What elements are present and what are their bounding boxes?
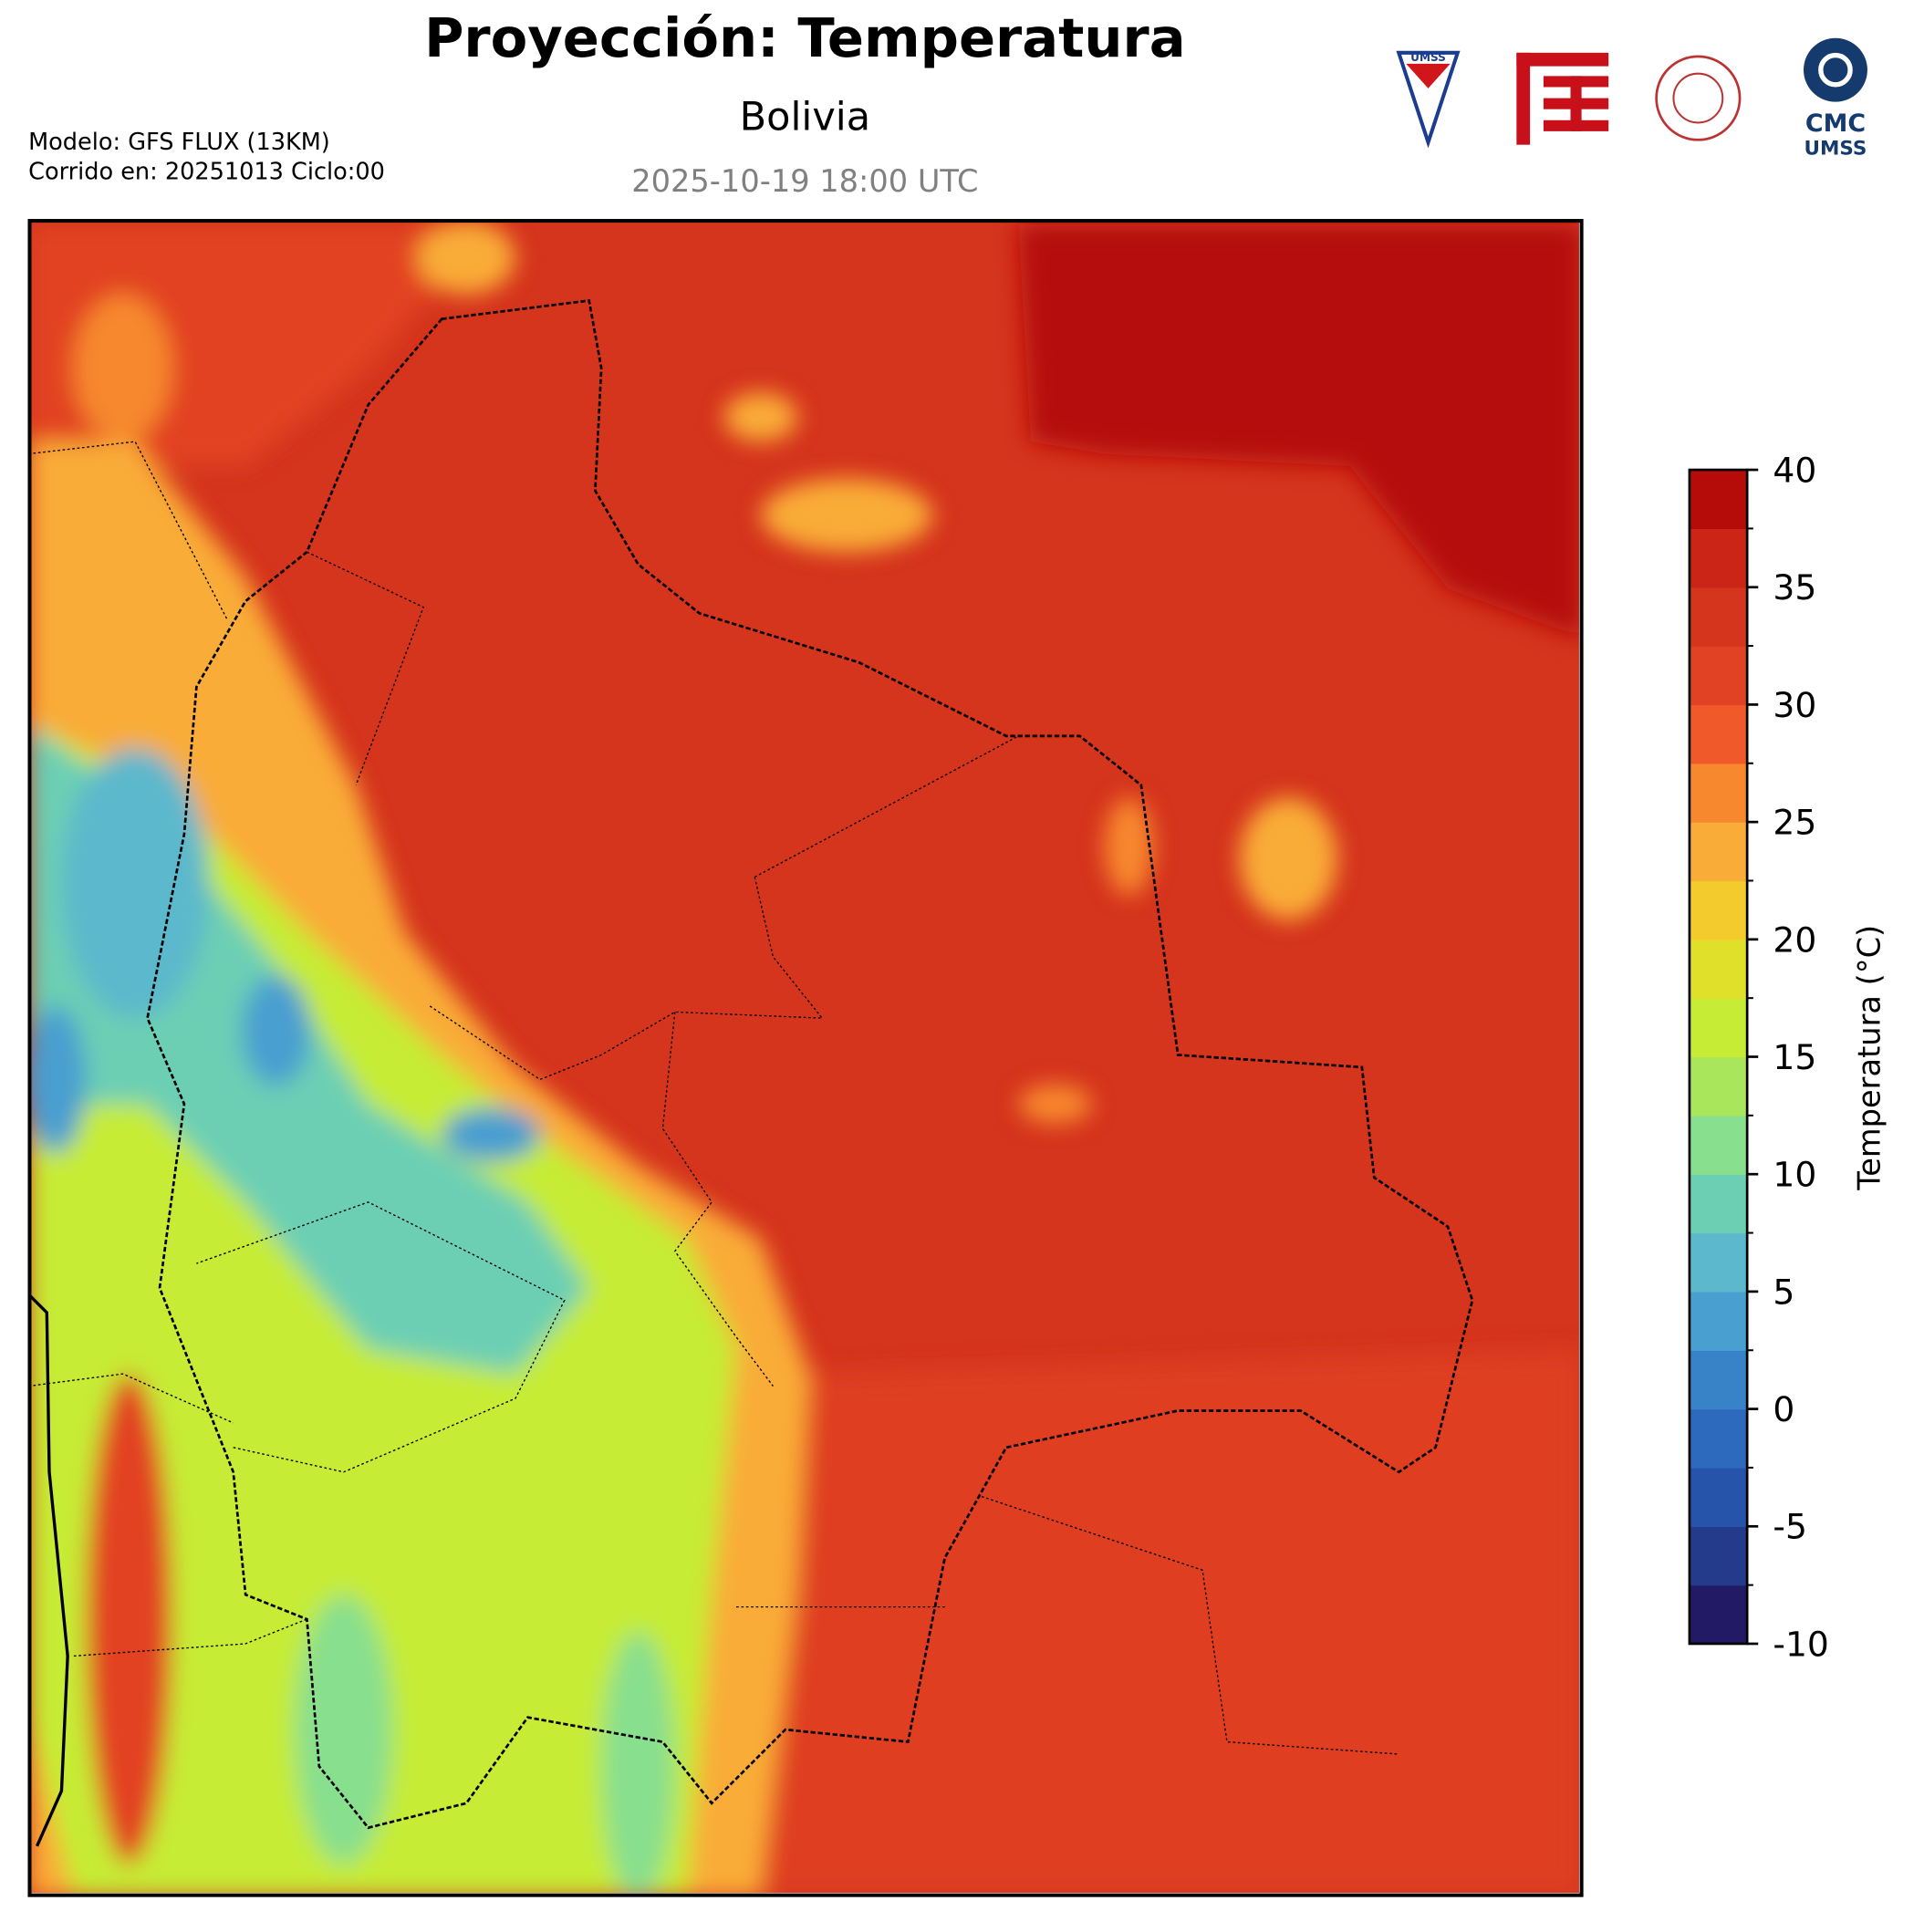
tick-label: 30 <box>1773 685 1816 725</box>
color-band <box>1689 528 1748 588</box>
color-band <box>1689 1174 1748 1234</box>
color-band <box>1689 880 1748 940</box>
tick-label: 15 <box>1773 1037 1816 1077</box>
physics-logo-inner <box>1672 72 1724 124</box>
datetime: 2025-10-19 18:00 UTC <box>631 163 978 199</box>
color-band <box>1689 1115 1748 1175</box>
umss-shield-red <box>1406 63 1451 88</box>
color-band <box>1689 939 1748 999</box>
region-borders <box>30 441 1399 1755</box>
coastline <box>30 1294 69 1847</box>
color-band <box>1689 704 1748 764</box>
color-band <box>1689 1526 1748 1586</box>
logos: UMSS CMC UMSS <box>1396 37 1867 160</box>
color-band <box>1689 470 1748 530</box>
colorbar: -10 -5 0 5 10 15 20 25 30 35 40 <box>1688 450 1829 1664</box>
tick-label: 35 <box>1773 567 1816 608</box>
color-band <box>1689 1584 1748 1645</box>
temperature-field <box>30 222 1579 1893</box>
color-band <box>1689 1291 1748 1351</box>
cmc-logo <box>1804 37 1867 102</box>
tick-label: 5 <box>1773 1272 1794 1312</box>
colorbar-label: Temperatura (°C) <box>1851 925 1887 1191</box>
umss-shield <box>1396 50 1461 149</box>
shield-text: UMSS <box>1410 51 1446 64</box>
tick-label: -10 <box>1773 1624 1828 1664</box>
tick-label: 40 <box>1773 450 1816 490</box>
cmc-logo-ring <box>1818 52 1853 88</box>
subtitle: Bolivia <box>740 95 870 140</box>
tick-label: -5 <box>1773 1507 1807 1547</box>
color-band <box>1689 1232 1748 1293</box>
color-band <box>1689 587 1748 647</box>
model-info: Modelo: GFS FLUX (13KM) <box>28 129 330 156</box>
physics-logo <box>1655 55 1742 141</box>
map-frame <box>27 219 1584 1897</box>
country-border <box>146 298 1474 1830</box>
color-band <box>1689 1467 1748 1527</box>
tick-label: 20 <box>1773 919 1816 960</box>
cmc-text: CMC <box>1805 109 1866 138</box>
red-logo <box>1516 52 1609 145</box>
cmc-sub: UMSS <box>1804 137 1867 160</box>
color-band <box>1689 998 1748 1058</box>
tick-label: 25 <box>1773 803 1816 843</box>
color-band <box>1689 1350 1748 1410</box>
run-info: Corrido en: 20251013 Ciclo:00 <box>28 158 385 185</box>
color-band <box>1689 646 1748 706</box>
tick-label: 0 <box>1773 1389 1794 1429</box>
color-band <box>1689 1056 1748 1117</box>
color-band <box>1689 763 1748 823</box>
tick-label: 10 <box>1773 1155 1816 1195</box>
color-band <box>1689 1408 1748 1469</box>
title: Proyección: Temperatura <box>424 6 1186 69</box>
map <box>30 222 1579 1893</box>
color-band <box>1689 822 1748 882</box>
